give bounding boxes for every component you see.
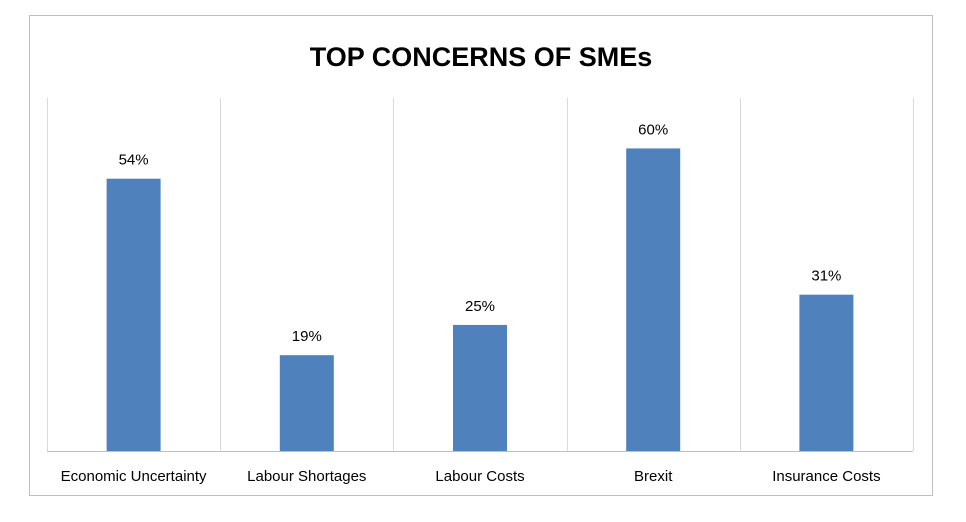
data-label: 31% xyxy=(811,268,841,285)
chart-title: TOP CONCERNS OF SMEs xyxy=(310,42,653,72)
bar xyxy=(106,178,161,451)
tick-layer: Economic Uncertainty Labour Shortages Labo… xyxy=(61,468,881,485)
x-tick-label: Labour Shortages xyxy=(247,468,366,485)
x-tick-label: Brexit xyxy=(634,468,673,485)
data-label: 25% xyxy=(465,298,495,315)
bar xyxy=(279,355,334,451)
data-label: 54% xyxy=(119,152,149,169)
bar-layer xyxy=(106,148,854,451)
bar xyxy=(453,324,507,451)
x-tick-label: Labour Costs xyxy=(435,468,524,485)
label-layer: 54% 19% 25% 60% 31% xyxy=(119,121,842,345)
bar xyxy=(799,294,854,451)
data-label: 60% xyxy=(638,121,668,138)
grid-layer xyxy=(47,98,914,452)
x-tick-label: Insurance Costs xyxy=(772,468,880,485)
data-label: 19% xyxy=(292,328,322,345)
x-tick-label: Economic Uncertainty xyxy=(61,468,207,485)
bar xyxy=(626,148,681,451)
